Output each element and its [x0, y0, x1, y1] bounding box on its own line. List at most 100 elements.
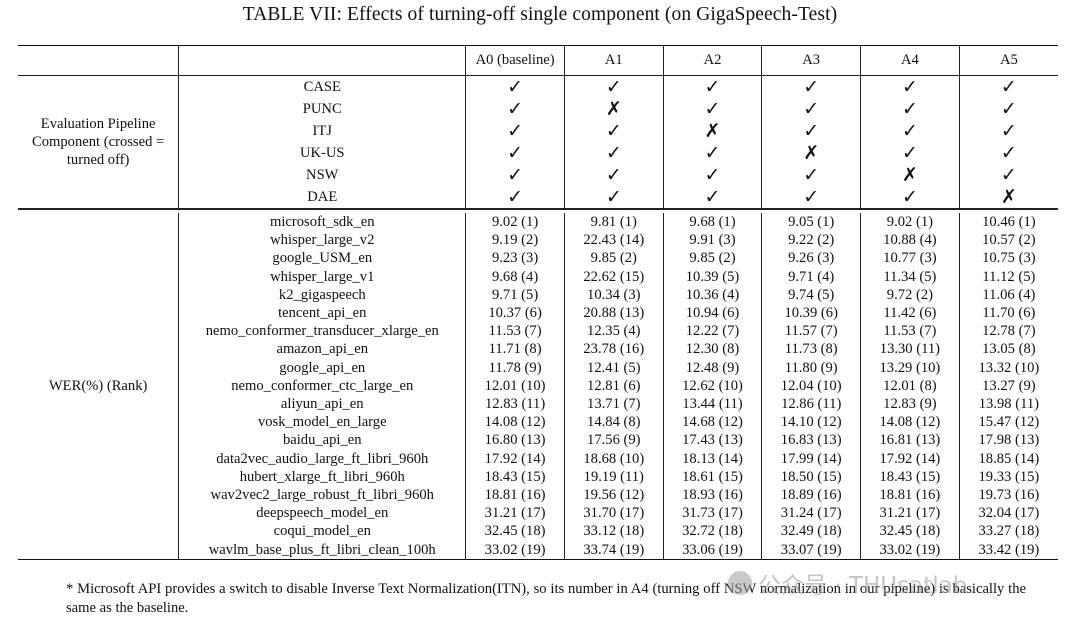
- wer-value-cell: 16.80 (13): [465, 431, 565, 450]
- model-name: coqui_model_en: [178, 522, 466, 541]
- wer-value-cell: 9.71 (5): [465, 285, 565, 305]
- table-row: WER(%) (Rank) microsoft_sdk_en 9.02 (1) 9.8…: [18, 213, 1058, 560]
- wer-value-cell: 14.84 (8): [563, 413, 664, 432]
- wer-value-cell: 32.45 (18): [860, 522, 960, 541]
- wer-value-cell: 17.56 (9): [563, 431, 664, 450]
- model-name: amazon_api_en: [178, 340, 466, 359]
- model-name: microsoft_sdk_en: [178, 213, 466, 232]
- wer-value-cell: 9.91 (3): [662, 231, 762, 250]
- wer-value-cell: 14.08 (12): [465, 413, 565, 432]
- table-caption: TABLE VII: Effects of turning-off single…: [242, 4, 838, 25]
- table-row: wavlm_base_plus_ft_libri_clean_100h 33.02…: [18, 540, 1058, 560]
- model-name: google_USM_en: [178, 249, 466, 268]
- check-mark-icon: ✓: [958, 98, 1058, 120]
- wer-section-label: WER(%) (Rank): [18, 213, 179, 560]
- wer-value-cell: 18.43 (15): [465, 467, 565, 487]
- component-row: NSW ✓ ✓ ✓ ✓ ✗ ✓: [18, 164, 1058, 186]
- wer-value-cell: 17.98 (13): [958, 431, 1058, 450]
- check-mark-icon: ✓: [563, 75, 664, 98]
- cross-mark-icon: ✗: [860, 164, 960, 186]
- model-name: whisper_large_v1: [178, 267, 466, 286]
- cross-mark-icon: ✗: [662, 120, 762, 142]
- wer-value-cell: 11.71 (8): [465, 340, 565, 359]
- table-row: tencent_api_en 10.37 (6) 20.88 (13) 10.94 (…: [18, 304, 1058, 323]
- wer-value-cell: 10.94 (6): [662, 304, 762, 323]
- wer-value-cell: 18.85 (14): [958, 449, 1058, 468]
- wer-value-cell: 9.72 (2): [860, 285, 960, 305]
- table-row: nemo_conformer_ctc_large_en 12.01 (10) 12.…: [18, 376, 1058, 396]
- wer-value-cell: 32.49 (18): [761, 522, 861, 541]
- check-mark-icon: ✓: [761, 120, 861, 142]
- check-mark-icon: ✓: [662, 98, 762, 120]
- check-mark-icon: ✓: [662, 75, 762, 98]
- wer-value-cell: 12.30 (8): [662, 340, 762, 359]
- check-mark-icon: ✓: [662, 164, 762, 186]
- component-name: DAE: [178, 186, 466, 209]
- wer-value-cell: 17.43 (13): [662, 431, 762, 450]
- component-name: CASE: [178, 75, 466, 98]
- column-header: A0 (baseline): [465, 46, 565, 76]
- wer-value-cell: 10.39 (5): [662, 267, 762, 286]
- wer-value-cell: 11.80 (9): [761, 358, 861, 377]
- check-mark-icon: ✓: [465, 120, 565, 142]
- wer-value-cell: 18.13 (14): [662, 449, 762, 468]
- header-empty: [178, 46, 466, 76]
- wer-value-cell: 18.93 (16): [662, 486, 762, 505]
- table-row: vosk_model_en_large 14.08 (12) 14.84 (8) 14…: [18, 413, 1058, 432]
- check-mark-icon: ✓: [465, 164, 565, 186]
- wer-value-cell: 12.83 (9): [860, 395, 960, 414]
- wer-value-cell: 11.70 (6): [958, 304, 1058, 323]
- check-mark-icon: ✓: [761, 75, 861, 98]
- check-mark-icon: ✓: [860, 120, 960, 142]
- footnote: * Microsoft API provides a switch to dis…: [66, 581, 1026, 616]
- cross-mark-icon: ✗: [563, 98, 664, 120]
- wer-value-cell: 33.12 (18): [563, 522, 664, 541]
- table-row: data2vec_audio_large_ft_libri_960h 17.92 …: [18, 449, 1058, 468]
- table-row: amazon_api_en 11.71 (8) 23.78 (16) 12.30 (8…: [18, 340, 1058, 359]
- wer-value-cell: 32.04 (17): [958, 504, 1058, 523]
- wer-value-cell: 18.43 (15): [860, 467, 960, 487]
- table-row: coqui_model_en 32.45 (18) 33.12 (18) 32.72 …: [18, 522, 1058, 541]
- wer-value-cell: 19.56 (12): [563, 486, 664, 505]
- model-name: nemo_conformer_ctc_large_en: [178, 376, 466, 396]
- wer-value-cell: 32.45 (18): [465, 522, 565, 541]
- model-name: tencent_api_en: [178, 304, 466, 323]
- model-name: nemo_conformer_transducer_xlarge_en: [178, 322, 466, 341]
- wer-value-cell: 12.04 (10): [761, 376, 861, 396]
- wer-value-cell: 9.26 (3): [761, 249, 861, 268]
- wer-value-cell: 9.85 (2): [563, 249, 664, 268]
- check-mark-icon: ✓: [563, 164, 664, 186]
- check-mark-icon: ✓: [958, 120, 1058, 142]
- check-mark-icon: ✓: [465, 142, 565, 164]
- wer-value-cell: 9.02 (1): [860, 213, 960, 232]
- check-mark-icon: ✓: [662, 186, 762, 209]
- wer-value-cell: 13.44 (11): [662, 395, 762, 414]
- wer-value-cell: 12.22 (7): [662, 322, 762, 341]
- table-row: whisper_large_v1 9.68 (4) 22.62 (15) 10.39 …: [18, 267, 1058, 286]
- wer-value-cell: 17.92 (14): [465, 449, 565, 468]
- cross-mark-icon: ✗: [761, 142, 861, 164]
- model-name: deepspeech_model_en: [178, 504, 466, 523]
- model-name: wav2vec2_large_robust_ft_libri_960h: [178, 486, 466, 505]
- wer-value-cell: 12.48 (9): [662, 358, 762, 377]
- wer-value-cell: 31.21 (17): [860, 504, 960, 523]
- check-mark-icon: ✓: [465, 98, 565, 120]
- wer-value-cell: 10.36 (4): [662, 285, 762, 305]
- wer-value-cell: 10.39 (6): [761, 304, 861, 323]
- wer-value-cell: 10.88 (4): [860, 231, 960, 250]
- wer-value-cell: 11.53 (7): [860, 322, 960, 341]
- wer-value-cell: 18.81 (16): [860, 486, 960, 505]
- check-mark-icon: ✓: [958, 164, 1058, 186]
- wer-value-cell: 19.19 (11): [563, 467, 664, 487]
- column-header: A5: [958, 46, 1058, 76]
- wer-value-cell: 10.75 (3): [958, 249, 1058, 268]
- wer-value-cell: 9.22 (2): [761, 231, 861, 250]
- component-row: UK-US ✓ ✓ ✓ ✗ ✓ ✓: [18, 142, 1058, 164]
- wer-value-cell: 18.61 (15): [662, 467, 762, 487]
- watermark: 公众号 · THUsatlab: [728, 568, 1058, 599]
- wer-value-cell: 11.34 (5): [860, 267, 960, 286]
- model-name: vosk_model_en_large: [178, 413, 466, 432]
- wer-value-cell: 22.62 (15): [563, 267, 664, 286]
- check-mark-icon: ✓: [860, 75, 960, 98]
- wer-value-cell: 18.81 (16): [465, 486, 565, 505]
